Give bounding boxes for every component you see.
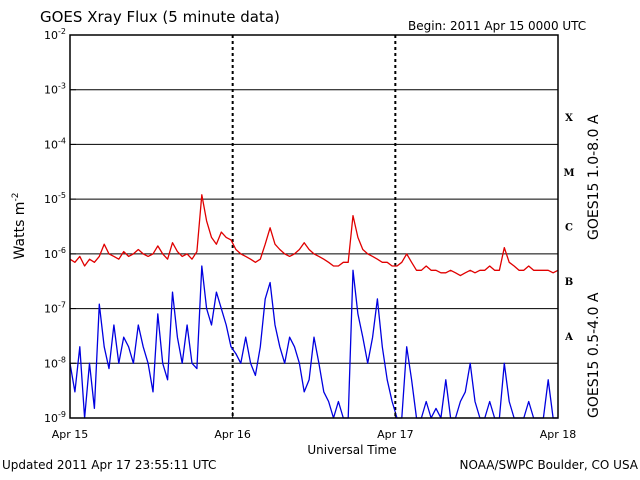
y-tick-label: 10-3: [44, 82, 66, 97]
y-tick-base: 10: [44, 248, 58, 261]
updated-timestamp: Updated 2011 Apr 17 23:55:11 UTC: [2, 458, 217, 472]
plot-frame: [69, 34, 559, 419]
y-tick-base: 10: [44, 303, 58, 316]
credit-text: NOAA/SWPC Boulder, CO USA: [459, 458, 638, 472]
y-axis-ticks: 10-210-310-410-510-610-710-810-9: [44, 27, 76, 425]
begin-label: Begin: 2011 Apr 15 0000 UTC: [408, 19, 586, 33]
y-tick-label: 10-6: [44, 246, 66, 261]
y-axis-label-exponent: -2: [11, 193, 21, 202]
y-tick-label: 10-5: [44, 191, 66, 206]
y-tick-exponent: -3: [58, 82, 66, 91]
chart-title: GOES Xray Flux (5 minute data): [40, 8, 280, 26]
flare-class-c: C: [565, 223, 573, 234]
series-line-short: [69, 265, 558, 419]
y-tick-exponent: -7: [58, 301, 66, 310]
legend-series-short: GOES15 0.5-4.0 A: [586, 292, 602, 418]
y-tick-base: 10: [44, 193, 58, 206]
x-tick-label: Apr 18: [540, 428, 577, 441]
y-tick-label: 10-7: [44, 301, 66, 316]
y-axis-label-text: Watts m: [12, 202, 28, 260]
y-tick-exponent: -4: [58, 136, 66, 145]
grid-lines: [70, 35, 558, 418]
y-tick-exponent: -6: [58, 246, 66, 255]
y-tick-exponent: -9: [58, 410, 66, 419]
y-tick-base: 10: [44, 412, 58, 425]
y-axis-label: Watts m-2: [11, 193, 28, 260]
legend-series-long: GOES15 1.0-8.0 A: [586, 114, 602, 240]
y-tick-base: 10: [44, 84, 58, 97]
y-tick-label: 10-8: [44, 355, 66, 370]
flare-class-a: A: [564, 332, 573, 343]
flare-class-b: B: [565, 277, 573, 288]
y-tick-label: 10-9: [44, 410, 66, 425]
y-tick-exponent: -8: [58, 355, 66, 364]
y-tick-base: 10: [44, 29, 58, 42]
y-tick-base: 10: [44, 357, 58, 370]
flare-class-labels: X M C B A: [563, 113, 574, 343]
x-tick-label: Apr 17: [377, 428, 414, 441]
x-tick-label: Apr 15: [52, 428, 89, 441]
plot-series: [69, 194, 559, 419]
x-axis-ticks: Apr 15 Apr 16 Apr 17 Apr 18: [52, 412, 577, 441]
series-line-long: [69, 194, 559, 277]
x-tick-label: Apr 16: [214, 428, 251, 441]
flare-class-m: M: [563, 168, 574, 179]
y-tick-exponent: -5: [58, 191, 66, 200]
y-tick-label: 10-4: [44, 136, 66, 151]
y-tick-label: 10-2: [44, 27, 66, 42]
y-tick-base: 10: [44, 138, 58, 151]
x-axis-label: Universal Time: [307, 443, 396, 457]
y-tick-exponent: -2: [58, 27, 66, 36]
flare-class-x: X: [565, 113, 573, 124]
